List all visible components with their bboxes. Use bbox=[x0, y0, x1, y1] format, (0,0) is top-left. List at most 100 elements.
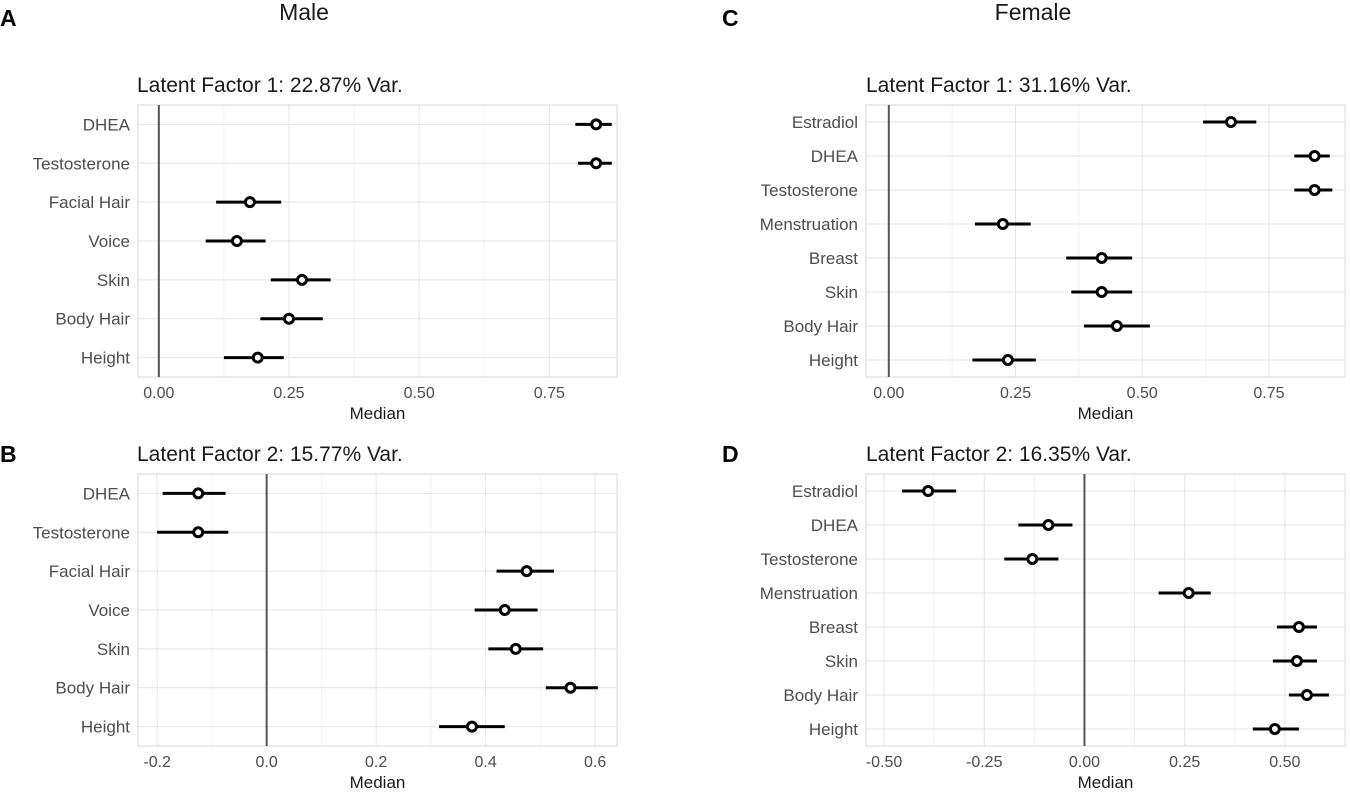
median-point bbox=[498, 604, 511, 616]
panel-d-latent-factor-2-female: Latent Factor 2: 16.35% Var. Estradiol DHE… bbox=[760, 443, 1346, 792]
category-label: Height bbox=[809, 720, 858, 739]
median-point bbox=[251, 351, 264, 364]
median-point bbox=[509, 642, 522, 655]
x-axis-label: Median bbox=[1078, 773, 1134, 792]
median-point bbox=[1308, 150, 1321, 162]
median-point bbox=[1095, 286, 1108, 298]
median-point bbox=[1300, 689, 1313, 701]
median-point bbox=[296, 273, 309, 286]
panel-border bbox=[865, 104, 1346, 378]
x-axis-label: Median bbox=[350, 773, 406, 792]
median-point bbox=[996, 218, 1009, 230]
panel-border bbox=[137, 473, 618, 747]
panel-b-latent-factor-2-male: Latent Factor 2: 15.77% Var. DHEA Testoste… bbox=[33, 443, 618, 792]
category-label: Estradiol bbox=[792, 113, 858, 132]
median-point bbox=[1001, 354, 1014, 366]
category-label: DHEA bbox=[83, 115, 131, 134]
panel-letter-b: B bbox=[0, 441, 17, 467]
median-point bbox=[282, 312, 295, 325]
x-tick-label: -0.25 bbox=[966, 754, 1003, 771]
median-point bbox=[1292, 621, 1305, 633]
median-point bbox=[1026, 553, 1039, 565]
category-label: Skin bbox=[825, 652, 858, 671]
x-tick-label: 0.2 bbox=[365, 754, 387, 771]
category-label: Voice bbox=[88, 232, 130, 251]
median-point bbox=[922, 485, 935, 497]
x-tick-label: 0.25 bbox=[1000, 385, 1031, 402]
x-tick-label: 0.50 bbox=[1269, 754, 1300, 771]
panel-letter-c: C bbox=[722, 5, 739, 31]
x-tick-label: 0.00 bbox=[1069, 754, 1100, 771]
panel-letter-d: D bbox=[722, 441, 739, 467]
median-point bbox=[192, 487, 205, 500]
category-label: Height bbox=[809, 351, 858, 370]
median-point bbox=[590, 157, 603, 170]
category-label: Height bbox=[81, 718, 130, 737]
panel-a-latent-factor-1-male: Latent Factor 1: 22.87% Var. DHEA Testoste… bbox=[33, 74, 618, 423]
category-label: Height bbox=[81, 349, 130, 368]
median-point bbox=[1308, 184, 1321, 196]
median-point bbox=[230, 235, 243, 247]
panel-border bbox=[865, 473, 1346, 747]
x-axis-label: Median bbox=[350, 404, 406, 423]
median-point bbox=[1224, 116, 1237, 128]
category-label: DHEA bbox=[83, 484, 131, 503]
category-label: Estradiol bbox=[792, 482, 858, 501]
category-label: Skin bbox=[97, 271, 130, 290]
median-point bbox=[590, 118, 603, 131]
category-label: DHEA bbox=[811, 147, 859, 166]
median-point bbox=[243, 196, 256, 209]
x-tick-label: 0.0 bbox=[256, 754, 278, 771]
x-tick-label: 0.00 bbox=[873, 385, 904, 402]
x-axis-label: Median bbox=[1078, 404, 1134, 423]
median-point bbox=[1268, 723, 1281, 735]
x-tick-label: 0.25 bbox=[1169, 754, 1200, 771]
panel-a-title: Latent Factor 1: 22.87% Var. bbox=[137, 74, 403, 97]
median-point bbox=[520, 565, 533, 578]
category-label: Facial Hair bbox=[49, 193, 131, 212]
panel-border bbox=[137, 104, 618, 378]
category-label: Testosterone bbox=[761, 181, 858, 200]
x-tick-label: 0.50 bbox=[404, 385, 435, 402]
category-label: Testosterone bbox=[33, 154, 130, 173]
male-column-title: Male bbox=[279, 0, 329, 25]
panel-d-title: Latent Factor 2: 16.35% Var. bbox=[866, 443, 1132, 466]
category-label: Skin bbox=[97, 640, 130, 659]
median-point bbox=[1182, 587, 1195, 599]
female-column-title: Female bbox=[995, 0, 1072, 25]
category-label: Breast bbox=[809, 249, 858, 268]
category-label: DHEA bbox=[811, 516, 859, 535]
median-point bbox=[1290, 655, 1303, 667]
median-point bbox=[1110, 320, 1123, 332]
panel-c-title: Latent Factor 1: 31.16% Var. bbox=[866, 74, 1132, 97]
x-tick-label: 0.4 bbox=[474, 754, 496, 771]
category-label: Testosterone bbox=[33, 523, 130, 542]
category-label: Body Hair bbox=[55, 679, 130, 698]
category-label: Testosterone bbox=[761, 550, 858, 569]
category-label: Menstruation bbox=[760, 584, 858, 603]
x-tick-label: 0.25 bbox=[273, 385, 304, 402]
x-tick-label: 0.50 bbox=[1127, 385, 1158, 402]
median-point bbox=[1095, 252, 1108, 264]
x-tick-label: -0.50 bbox=[866, 754, 903, 771]
median-point bbox=[564, 681, 577, 694]
category-label: Facial Hair bbox=[49, 562, 131, 581]
panel-b-title: Latent Factor 2: 15.77% Var. bbox=[137, 443, 403, 466]
median-point bbox=[192, 526, 205, 539]
panel-letter-a: A bbox=[0, 5, 17, 31]
x-tick-label: 0.75 bbox=[1253, 385, 1284, 402]
panel-c-latent-factor-1-female: Latent Factor 1: 31.16% Var. Estradiol DHE… bbox=[760, 74, 1346, 423]
x-tick-label: 0.00 bbox=[143, 385, 174, 402]
category-label: Menstruation bbox=[760, 215, 858, 234]
category-label: Voice bbox=[88, 601, 130, 620]
median-point bbox=[1042, 519, 1055, 531]
category-label: Body Hair bbox=[55, 310, 130, 329]
x-tick-label: 0.75 bbox=[534, 385, 565, 402]
category-label: Breast bbox=[809, 618, 858, 637]
x-tick-label: -0.2 bbox=[143, 754, 171, 771]
category-label: Skin bbox=[825, 283, 858, 302]
x-tick-label: 0.6 bbox=[584, 754, 606, 771]
category-label: Body Hair bbox=[783, 317, 858, 336]
median-point bbox=[465, 720, 478, 733]
